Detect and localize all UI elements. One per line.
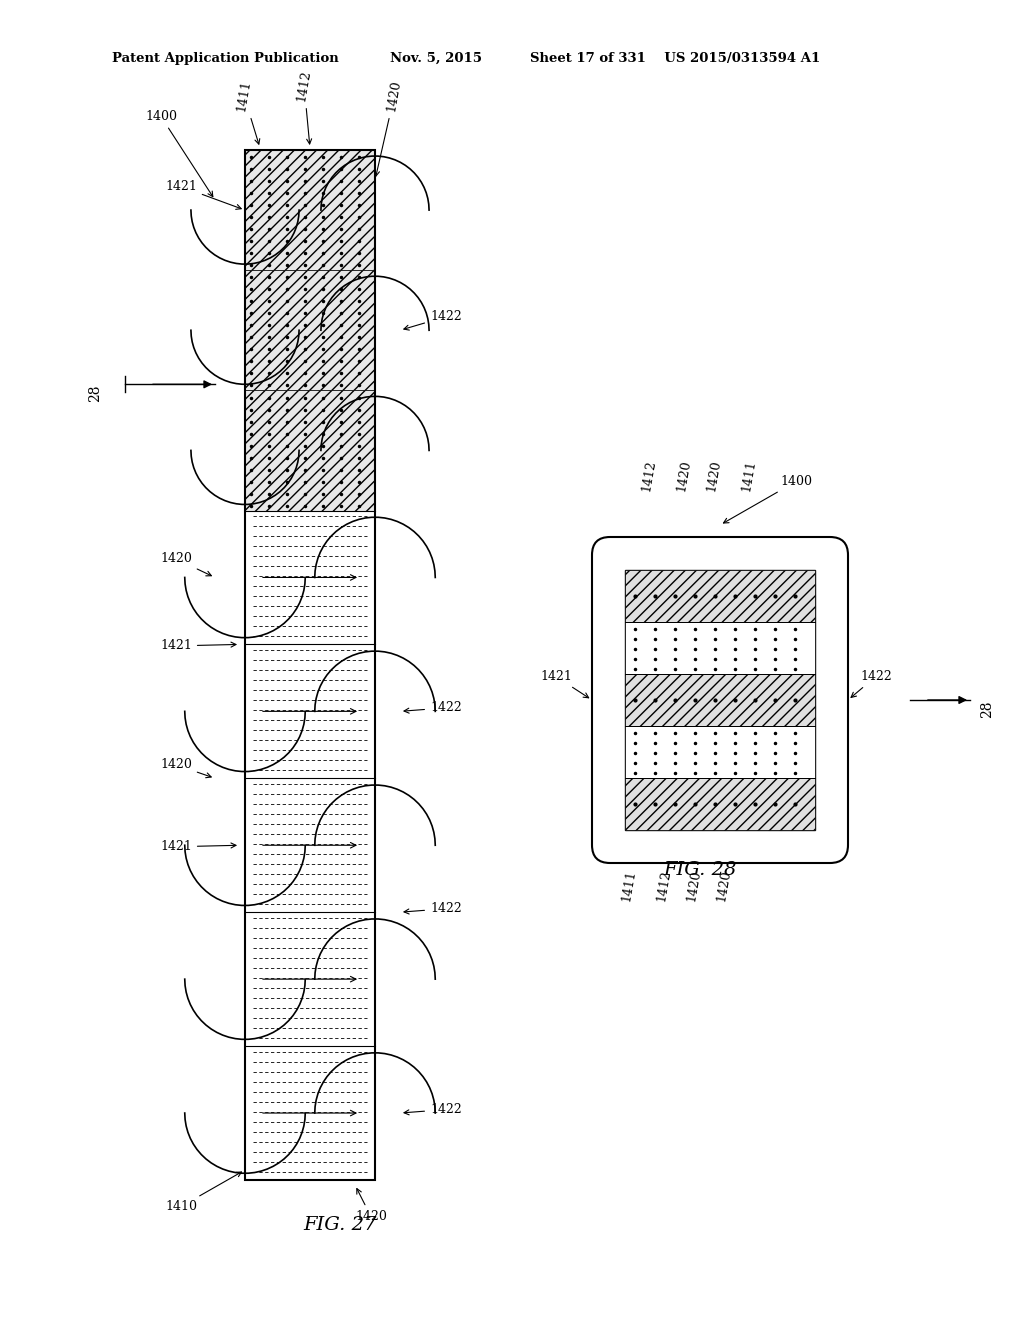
Text: 1421: 1421 (160, 841, 236, 853)
Text: 1422: 1422 (404, 902, 462, 915)
FancyBboxPatch shape (625, 570, 815, 622)
Text: 1421: 1421 (165, 180, 242, 210)
Text: 1422: 1422 (404, 701, 462, 714)
Text: Sheet 17 of 331    US 2015/0313594 A1: Sheet 17 of 331 US 2015/0313594 A1 (530, 51, 820, 65)
Text: 1411: 1411 (620, 870, 638, 903)
Text: 1412: 1412 (295, 70, 313, 144)
Text: 1420: 1420 (160, 553, 211, 576)
FancyBboxPatch shape (245, 271, 375, 391)
Text: 28: 28 (88, 385, 102, 403)
Text: 28: 28 (980, 701, 994, 718)
Text: 1400: 1400 (724, 475, 812, 523)
Polygon shape (245, 150, 375, 271)
Text: 1412: 1412 (655, 870, 674, 903)
Text: 1422: 1422 (403, 310, 462, 330)
Text: Nov. 5, 2015: Nov. 5, 2015 (390, 51, 482, 65)
FancyBboxPatch shape (245, 150, 375, 271)
Text: 1400: 1400 (145, 110, 213, 197)
Text: 1420: 1420 (705, 459, 723, 492)
FancyBboxPatch shape (625, 570, 815, 830)
Text: 1420: 1420 (685, 870, 703, 903)
Text: 1422: 1422 (851, 671, 892, 697)
Text: 1420: 1420 (675, 459, 693, 492)
Text: 1412: 1412 (640, 459, 658, 492)
Text: 1411: 1411 (234, 79, 260, 144)
Text: Patent Application Publication: Patent Application Publication (112, 51, 339, 65)
FancyBboxPatch shape (592, 537, 848, 863)
Text: FIG. 27: FIG. 27 (303, 1216, 377, 1234)
FancyBboxPatch shape (625, 726, 815, 777)
Text: 1420: 1420 (375, 79, 403, 176)
Text: 1421: 1421 (540, 671, 589, 698)
Text: 1410: 1410 (165, 1172, 242, 1213)
Text: 1420: 1420 (715, 870, 733, 903)
FancyBboxPatch shape (625, 675, 815, 726)
Text: FIG. 28: FIG. 28 (664, 861, 736, 879)
Text: 1420: 1420 (160, 758, 211, 777)
Text: 1411: 1411 (740, 459, 759, 492)
FancyBboxPatch shape (245, 391, 375, 511)
Polygon shape (245, 391, 375, 511)
FancyBboxPatch shape (625, 622, 815, 675)
Text: 1422: 1422 (404, 1104, 462, 1115)
Polygon shape (245, 271, 375, 391)
Text: 1421: 1421 (160, 639, 236, 652)
Text: 1420: 1420 (355, 1188, 387, 1224)
FancyBboxPatch shape (625, 777, 815, 830)
